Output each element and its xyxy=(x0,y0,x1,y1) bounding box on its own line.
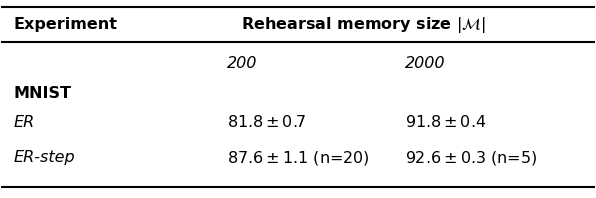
Text: $81.8 \pm 0.7$: $81.8 \pm 0.7$ xyxy=(227,114,306,130)
Text: MNIST: MNIST xyxy=(13,86,72,101)
Text: Rehearsal memory size $|\mathcal{M}|$: Rehearsal memory size $|\mathcal{M}|$ xyxy=(241,15,486,35)
Text: ER: ER xyxy=(13,115,35,130)
Text: $87.6 \pm 1.1$ (n=20): $87.6 \pm 1.1$ (n=20) xyxy=(227,148,370,167)
Text: 200: 200 xyxy=(227,56,257,71)
Text: $92.6 \pm 0.3$ (n=5): $92.6 \pm 0.3$ (n=5) xyxy=(405,148,537,167)
Text: Experiment: Experiment xyxy=(13,17,117,32)
Text: $91.8 \pm 0.4$: $91.8 \pm 0.4$ xyxy=(405,114,486,130)
Text: ER-step: ER-step xyxy=(13,150,75,165)
Text: 2000: 2000 xyxy=(405,56,445,71)
